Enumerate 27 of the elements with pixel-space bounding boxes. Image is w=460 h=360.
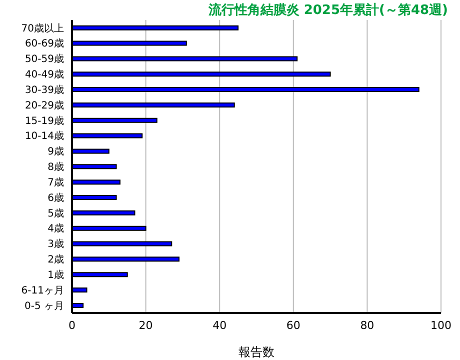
x-tick-label: 80: [360, 318, 374, 332]
x-tick-label: 20: [138, 318, 153, 332]
y-tick-label: 15-19歳: [24, 114, 64, 127]
y-tick-label: 20-29歳: [24, 99, 64, 112]
y-tick-label: 5歳: [48, 207, 64, 220]
x-tick-label: 100: [430, 318, 452, 332]
x-tick-label: 0: [68, 318, 76, 332]
y-tick-label: 4歳: [48, 222, 64, 235]
x-tick-label: 40: [212, 318, 227, 332]
chart-title: 流行性角結膜炎 2025年累計(～第48週): [208, 2, 448, 19]
y-tick-label: 40-49歳: [24, 68, 64, 81]
y-tick-label: 0-5 ヶ月: [24, 300, 64, 312]
y-tick-label: 3歳: [48, 238, 64, 250]
y-tick-label: 1歳: [48, 268, 64, 281]
y-tick-label: 6-11ヶ月: [21, 285, 64, 296]
x-axis-title: 報告数: [238, 345, 274, 359]
y-tick-label: 9歳: [48, 146, 64, 158]
y-tick-label: 8歳: [48, 161, 64, 174]
x-tick-label: 60: [286, 318, 300, 332]
y-tick-label: 60-69歳: [24, 38, 64, 50]
y-tick-label: 10-14歳: [24, 130, 64, 142]
y-tick-label: 50-59歳: [24, 53, 64, 66]
y-tick-label: 70歳以上: [21, 22, 64, 34]
y-tick-label: 7歳: [48, 176, 64, 188]
y-tick-label: 30-39歳: [24, 84, 64, 96]
y-tick-label: 2歳: [48, 254, 64, 266]
y-tick-label: 6歳: [48, 192, 64, 204]
